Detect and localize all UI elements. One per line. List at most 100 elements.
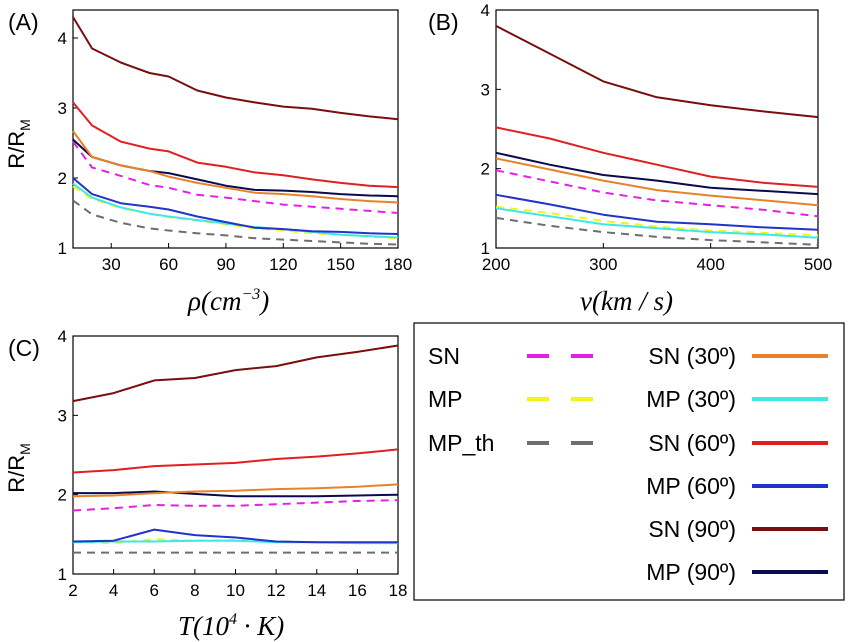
x-tick-label: 150: [326, 255, 354, 274]
y-axis-label: R/RM: [4, 443, 33, 493]
series-group: [495, 25, 819, 246]
plot-frame: [495, 9, 819, 249]
y-axis-label-main: R/R: [4, 131, 29, 169]
legend-label: MP_th: [428, 430, 494, 456]
x-axis-variable: T: [178, 611, 195, 641]
x-axis-label: ρ(cm−3): [187, 286, 269, 316]
x-axis-variable: ρ: [187, 286, 201, 316]
x-tick-label: 300: [589, 255, 617, 274]
series-line-sn-30: [495, 157, 819, 207]
series-line-mp-60: [72, 528, 398, 544]
x-tick-label: 90: [216, 255, 235, 274]
x-tick-label: 18: [389, 581, 408, 600]
y-axis-label-main: R/R: [4, 455, 29, 493]
series-line-sn-90: [72, 16, 399, 121]
series-line-sn-60: [495, 126, 819, 188]
y-axis-label: R/RM: [4, 119, 33, 169]
x-axis-unit: (10: [193, 611, 229, 641]
panel-label: (C): [8, 335, 40, 361]
x-tick-label: 200: [482, 255, 510, 274]
x-tick-label: 2: [68, 581, 77, 600]
y-tick-label: 4: [58, 327, 67, 346]
x-tick-label: 12: [267, 581, 286, 600]
legend-label: SN (30º): [648, 343, 736, 369]
series-line-mp-th: [495, 216, 819, 246]
x-tick-label: 500: [804, 255, 832, 274]
panel-b: (B) 1 2 3 4 200 300 400 500 v(km / s): [428, 1, 832, 316]
series-line-sn-30: [72, 130, 399, 204]
series-line-sn-60: [72, 448, 399, 474]
y-tick-label: 4: [58, 29, 67, 48]
legend-label: MP: [428, 386, 463, 412]
y-axis-label-subscript: M: [17, 443, 33, 455]
panel-label: (A): [8, 9, 39, 35]
x-axis-exponent: 4: [229, 611, 237, 628]
series-line-sn: [495, 169, 819, 218]
legend-label: SN: [428, 343, 460, 369]
legend-item-sn-60: SN (60º): [648, 430, 828, 456]
x-axis-unit: (km / s): [592, 286, 673, 316]
x-axis-unit-close: ): [258, 286, 269, 316]
x-tick-label: 120: [269, 255, 297, 274]
legend-box: [413, 322, 845, 601]
plot-frame: [72, 9, 399, 249]
legend-item-mp: MP: [428, 386, 600, 412]
x-tick-label: 16: [348, 581, 367, 600]
legend-label: MP (60º): [646, 473, 736, 499]
legend: SN MP MP_th SN (30º) MP (30º) SN (60º) MP (60º…: [413, 322, 845, 601]
x-tick-label: 4: [109, 581, 118, 600]
y-tick-label: 1: [58, 565, 67, 584]
y-tick-label: 4: [481, 1, 490, 20]
x-tick-label: 400: [696, 255, 724, 274]
x-tick-label: 8: [190, 581, 199, 600]
y-tick-label: 2: [481, 160, 490, 179]
legend-item-mp-30: MP (30º): [646, 386, 828, 412]
series-line-sn-30: [72, 483, 399, 498]
y-tick-label: 2: [58, 486, 67, 505]
series-line-sn: [72, 499, 399, 512]
x-tick-label: 180: [384, 255, 412, 274]
x-axis-unit-rest: · K): [237, 611, 284, 641]
legend-item-mp-60: MP (60º): [646, 473, 828, 499]
x-tick-label: 10: [226, 581, 245, 600]
series-line-mp-30: [495, 207, 819, 239]
y-axis-label-subscript: M: [17, 119, 33, 131]
y-tick-label: 3: [481, 80, 490, 99]
series-line-sn-60: [72, 101, 399, 189]
y-tick-label: 3: [58, 406, 67, 425]
x-tick-label: 30: [102, 255, 121, 274]
x-axis-label: T(104 · K): [178, 611, 284, 641]
legend-item-sn-90: SN (90º): [648, 516, 828, 542]
panel-label: (B): [428, 9, 459, 35]
series-line-sn: [72, 141, 399, 214]
series-line-sn-90: [72, 344, 399, 403]
x-tick-label: 60: [159, 255, 178, 274]
x-axis-variable: v: [580, 286, 592, 316]
series-line-mp-30: [72, 182, 399, 239]
legend-label: SN (60º): [648, 430, 736, 456]
x-axis-exponent: −3: [241, 286, 260, 303]
series-line-mp: [495, 205, 819, 237]
series-line-mp-th: [72, 199, 399, 246]
x-axis-unit: (cm: [201, 286, 241, 316]
legend-item-mp-90: MP (90º): [646, 559, 828, 585]
series-line-mp-90: [495, 151, 819, 196]
x-axis-label: v(km / s): [580, 286, 673, 316]
y-tick-label: 2: [58, 169, 67, 188]
series-group: [72, 16, 399, 246]
legend-label: SN (90º): [648, 516, 736, 542]
x-tick-label: 14: [307, 581, 326, 600]
legend-item-sn: SN: [428, 343, 600, 369]
y-tick-label: 3: [58, 99, 67, 118]
legend-item-sn-30: SN (30º): [648, 343, 828, 369]
series-line-mp-90: [73, 490, 399, 498]
series-line-sn-90: [495, 25, 819, 119]
legend-item-mp-th: MP_th: [428, 430, 600, 456]
series-group: [72, 344, 399, 554]
x-tick-label: 6: [150, 581, 159, 600]
legend-label: MP (90º): [646, 559, 736, 585]
y-tick-label: 1: [58, 239, 67, 258]
